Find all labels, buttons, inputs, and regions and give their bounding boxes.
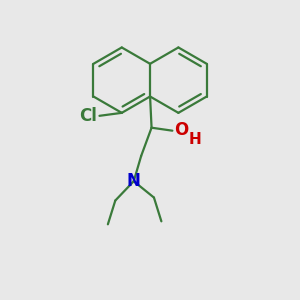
- Text: H: H: [189, 131, 202, 146]
- Text: Cl: Cl: [79, 107, 97, 125]
- Text: O: O: [175, 121, 189, 139]
- Text: N: N: [127, 172, 141, 190]
